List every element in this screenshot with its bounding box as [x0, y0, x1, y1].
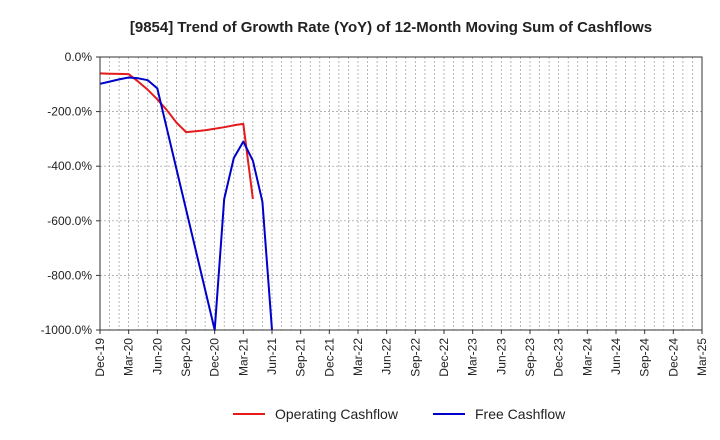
series-group: [99, 72, 273, 331]
x-tick-label: Dec-20: [208, 338, 222, 377]
x-tick-label: Jun-22: [380, 338, 394, 375]
x-tick-label: Sep-23: [523, 338, 537, 377]
series-line-free-cashflow: [99, 76, 273, 331]
series-line-operating-cashflow: [99, 72, 254, 200]
x-tick-label: Dec-21: [322, 338, 336, 377]
x-tick-label: Dec-24: [666, 338, 680, 377]
y-tick-label: -400.0%: [47, 159, 92, 173]
plot-area: [100, 57, 702, 330]
x-tick-label: Jun-21: [265, 338, 279, 375]
x-tick-label: Jun-20: [150, 338, 164, 375]
x-tick-label: Sep-22: [408, 338, 422, 377]
y-tick-label: -600.0%: [47, 214, 92, 228]
chart-title: [9854] Trend of Growth Rate (YoY) of 12-…: [130, 19, 652, 36]
x-tick-label: Mar-24: [580, 338, 594, 376]
x-tick-label: Jun-24: [609, 338, 623, 375]
x-tick-label: Dec-19: [93, 338, 107, 377]
x-tick-label: Dec-22: [437, 338, 451, 377]
y-axis: 0.0% -200.0% -400.0% -600.0% -800.0% -1000.0%: [41, 50, 100, 337]
x-tick-label: Dec-23: [552, 338, 566, 377]
legend: Operating Cashflow Free Cashflow: [233, 406, 566, 422]
y-tick-label: -200.0%: [47, 105, 92, 119]
plot-frame: [99, 56, 703, 331]
x-tick-label: Mar-21: [236, 338, 250, 376]
x-tick-label: Mar-20: [122, 338, 136, 376]
x-tick-label: Mar-23: [466, 338, 480, 376]
x-tick-label: Sep-20: [179, 338, 193, 377]
legend-label-operating-cashflow: Operating Cashflow: [275, 406, 399, 422]
y-tick-label: -800.0%: [47, 268, 92, 282]
x-tick-label: Jun-23: [494, 338, 508, 375]
legend-label-free-cashflow: Free Cashflow: [475, 406, 566, 422]
y-tick-label: 0.0%: [65, 50, 93, 64]
y-tick-label: -1000.0%: [41, 323, 93, 337]
x-tick-label: Sep-21: [294, 338, 308, 377]
x-tick-label: Mar-22: [351, 338, 365, 376]
x-axis: Dec-19 Mar-20 Jun-20 Sep-20 Dec-20 Mar-21 Jun-…: [93, 330, 709, 377]
x-tick-label: Mar-25: [695, 338, 709, 376]
x-tick-label: Sep-24: [638, 338, 652, 377]
